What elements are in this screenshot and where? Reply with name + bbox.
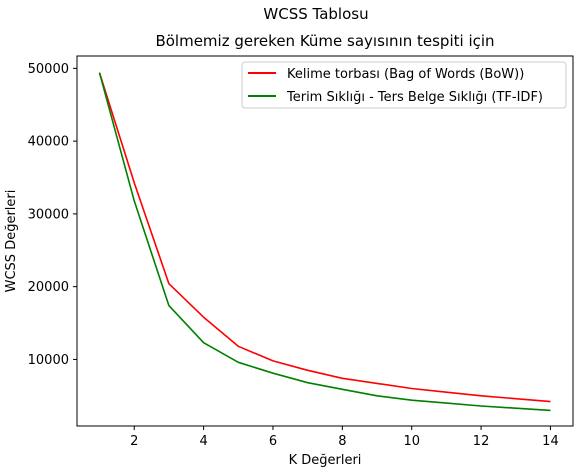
plot-frame <box>76 55 574 427</box>
legend-box <box>241 61 567 109</box>
y-tick-label: 10000 <box>28 353 69 368</box>
y-tick-label: 50000 <box>28 62 69 77</box>
y-tick-label: 30000 <box>28 207 69 222</box>
x-tick-label: 2 <box>130 434 138 449</box>
legend: Kelime torbası (Bag of Words (BoW)) Teri… <box>241 61 567 109</box>
chart-title: Bölmemiz gereken Küme sayısının tespiti … <box>155 32 494 50</box>
y-tick-label: 40000 <box>28 135 69 150</box>
x-tick-label: 6 <box>269 434 277 449</box>
axis-layer: 2 4 6 8 10 12 14 10000 20000 30000 40000 50000 <box>28 62 559 449</box>
x-tick-label: 12 <box>473 434 490 449</box>
x-tick-label: 8 <box>338 434 346 449</box>
series-layer <box>98 72 551 412</box>
series-line-bow <box>98 72 551 403</box>
series-line-tfidf <box>98 72 551 412</box>
y-tick-label: 20000 <box>28 280 69 295</box>
legend-label-bow: Kelime torbası (Bag of Words (BoW)) <box>287 67 524 82</box>
x-axis-label: K Değerleri <box>289 453 362 468</box>
legend-label-tfidf: Terim Sıklığı - Ters Belge Sıklığı (TF-I… <box>286 90 543 105</box>
y-axis-label: WCSS Değerleri <box>4 190 19 293</box>
chart-suptitle: WCSS Tablosu <box>263 5 368 23</box>
x-tick-label: 4 <box>199 434 207 449</box>
x-tick-label: 14 <box>542 434 559 449</box>
x-tick-label: 10 <box>403 434 420 449</box>
